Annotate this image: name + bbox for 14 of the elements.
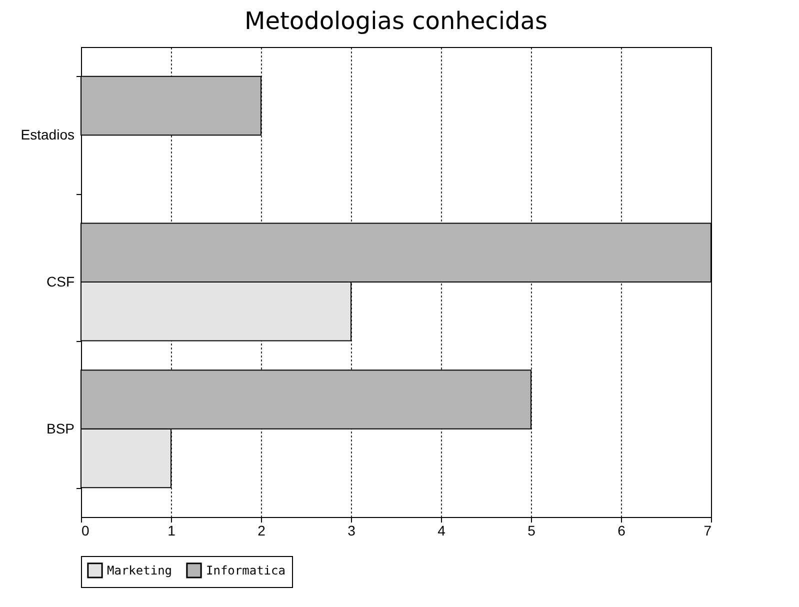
x-tick-label: 3 (348, 522, 356, 538)
x-tick-label: 7 (704, 522, 712, 538)
y-tick-label: BSP (46, 420, 74, 436)
x-tick-label: 4 (438, 522, 446, 538)
legend-label: Marketing (107, 563, 172, 578)
x-tick-label: 0 (82, 522, 90, 538)
x-tick-label: 5 (528, 522, 536, 538)
x-tick-label: 1 (168, 522, 176, 538)
x-tick-label: 6 (618, 522, 626, 538)
y-tick-label: Estadios (20, 126, 74, 143)
y-tick-label: CSF (46, 274, 74, 290)
chart-title: Metodologias conhecidas (244, 7, 548, 35)
legend-label: Informatica (206, 563, 286, 578)
x-tick-label: 2 (258, 522, 266, 538)
